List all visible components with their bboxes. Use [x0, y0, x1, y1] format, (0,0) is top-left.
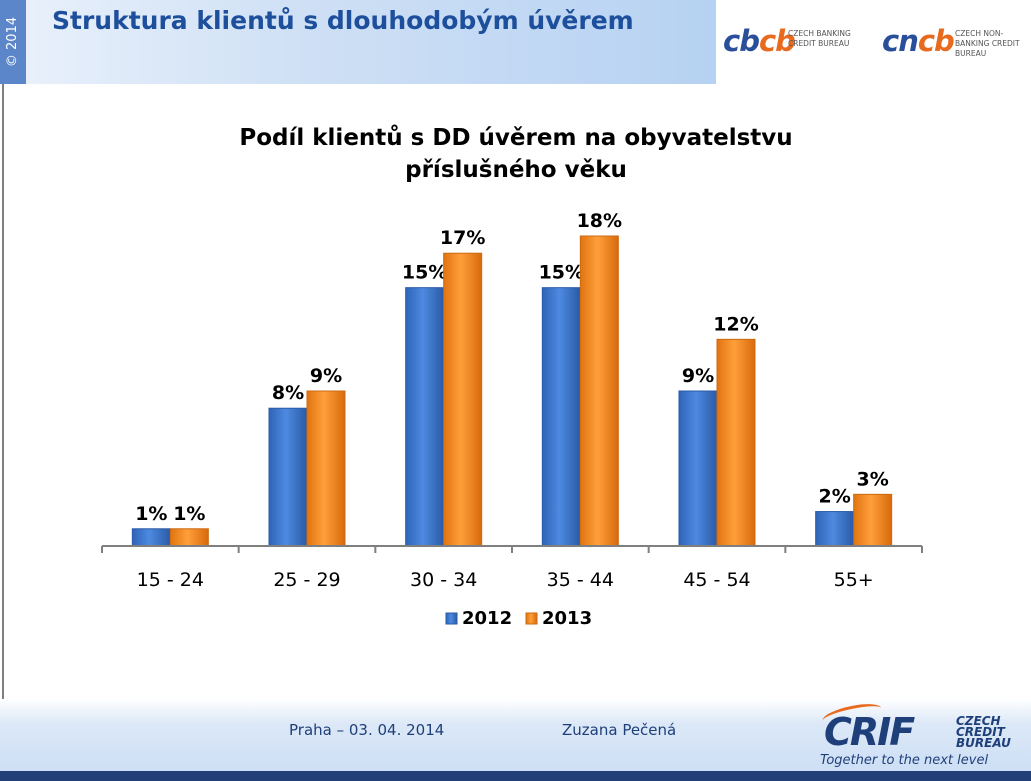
page-title: Struktura klientů s dlouhodobým úvěrem — [52, 6, 634, 35]
cncb-logo-mark: cncb — [882, 24, 955, 58]
bar-2012-5 — [678, 390, 718, 547]
cbcb-logo-mark: cbcb — [723, 24, 796, 58]
data-label-2012-3: 15% — [402, 262, 447, 284]
data-label-2013-2: 9% — [310, 365, 342, 387]
x-tick-label-2: 25 - 29 — [273, 569, 340, 591]
footer-date: Praha – 03. 04. 2014 — [289, 721, 445, 739]
bar-chart: Podíl klientů s DD úvěrem na obyvatelstv… — [101, 124, 923, 629]
data-label-2013-4: 18% — [577, 210, 622, 232]
crif-logo-subtitle: CZECH CREDIT BUREAU — [956, 714, 1011, 750]
legend-swatch-2013 — [525, 612, 538, 625]
bar-2012-2 — [268, 407, 308, 547]
cbcb-logo: cbcb CZECH BANKING CREDIT BUREAU — [723, 24, 863, 58]
x-tick-label-4: 35 - 44 — [547, 569, 614, 591]
bar-2013-4 — [579, 235, 619, 547]
footer-bottom-bar — [0, 771, 1031, 781]
chart-title-line-2: příslušného věku — [405, 157, 627, 183]
crif-logo: CRIF CZECH CREDIT BUREAU Together to the… — [818, 699, 1031, 770]
legend-label-2012: 2012 — [462, 608, 512, 629]
copyright-strip: © 2014 — [0, 0, 26, 84]
x-tick-label-6: 55+ — [834, 569, 874, 591]
legend-swatch-2012 — [445, 612, 458, 625]
bar-2013-2 — [306, 390, 346, 547]
crif-logo-word: CRIF — [824, 710, 915, 754]
crif-tagline: Together to the next level — [820, 753, 989, 768]
chart-title-line-1: Podíl klientů s DD úvěrem na obyvatelstv… — [239, 124, 792, 151]
x-tick-label-3: 30 - 34 — [410, 569, 477, 591]
cbcb-logo-subtitle: CZECH BANKING CREDIT BUREAU — [788, 29, 851, 48]
bar-2012-6 — [815, 511, 855, 547]
footer-author: Zuzana Pečená — [562, 721, 677, 739]
cncb-logo: cncb CZECH NON-BANKING CREDIT BUREAU — [882, 24, 1027, 58]
bar-2012-3 — [405, 287, 445, 547]
bar-2013-1 — [169, 528, 209, 547]
legend-label-2013: 2013 — [542, 608, 592, 629]
data-label-2012-2: 8% — [272, 382, 304, 404]
x-tick-label-5: 45 - 54 — [683, 569, 750, 591]
bar-2012-4 — [541, 287, 581, 547]
bar-2013-5 — [716, 338, 756, 547]
left-rule — [2, 84, 4, 770]
data-label-2012-1: 1% — [135, 503, 167, 525]
data-label-2012-5: 9% — [682, 365, 714, 387]
data-label-2012-6: 2% — [819, 486, 851, 508]
bar-2012-1 — [131, 528, 171, 547]
data-label-2013-5: 12% — [713, 313, 758, 335]
data-label-2013-3: 17% — [440, 227, 485, 249]
cncb-logo-subtitle: CZECH NON-BANKING CREDIT BUREAU — [955, 29, 1020, 58]
header-band — [26, 0, 716, 84]
footer-band — [0, 699, 1031, 771]
x-tick-label-1: 15 - 24 — [137, 569, 204, 591]
bar-2013-3 — [443, 252, 483, 547]
data-label-2012-4: 15% — [539, 262, 584, 284]
bar-2013-6 — [853, 493, 893, 547]
data-label-2013-6: 3% — [857, 468, 889, 490]
data-label-2013-1: 1% — [173, 503, 205, 525]
